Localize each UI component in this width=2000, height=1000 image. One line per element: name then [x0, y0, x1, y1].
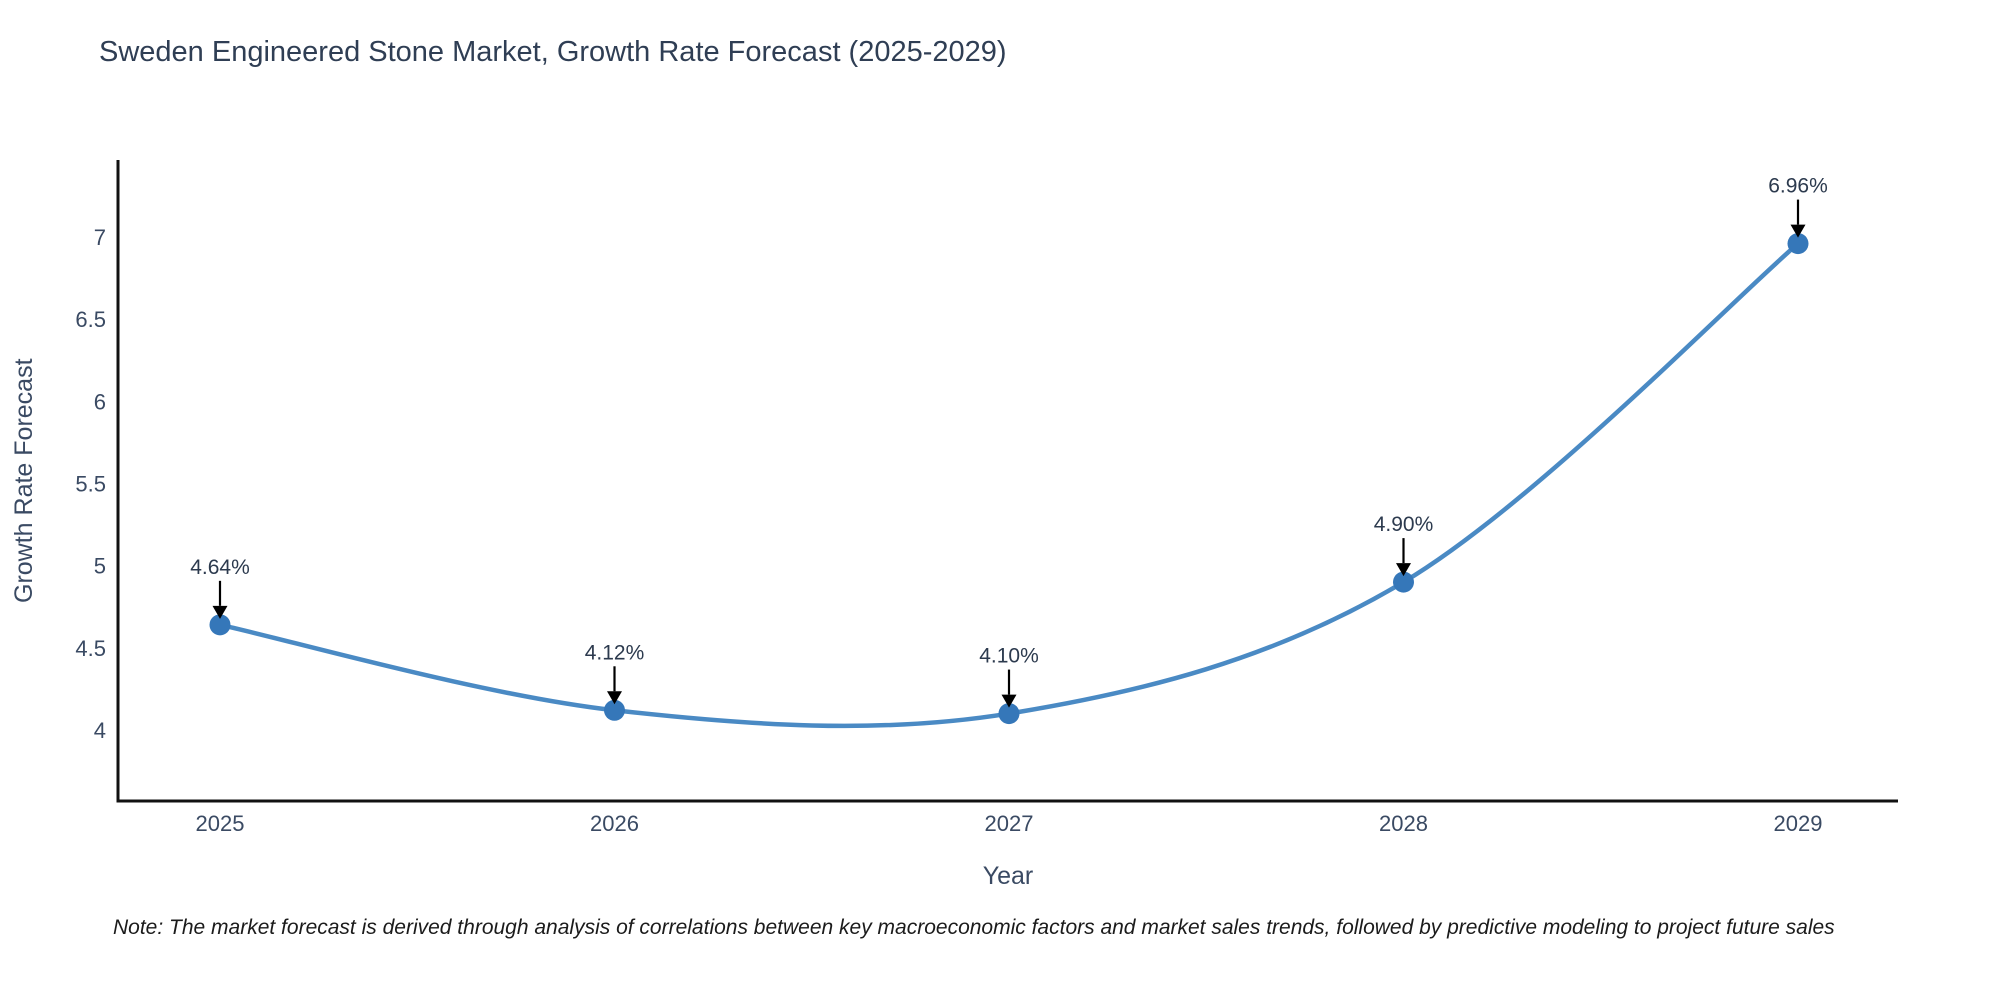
y-tick-label: 5.5	[75, 472, 106, 497]
data-point-label: 4.90%	[1374, 513, 1434, 536]
x-tick-label: 2027	[985, 811, 1034, 836]
data-point-marker	[998, 703, 1020, 725]
y-tick-label: 6	[94, 389, 106, 414]
data-point-label: 4.10%	[979, 645, 1039, 668]
data-point-label: 4.64%	[190, 556, 250, 579]
annotation-arrow-head	[607, 691, 622, 705]
y-tick-label: 4.5	[75, 636, 106, 661]
y-tick-label: 7	[94, 225, 106, 250]
x-tick-label: 2025	[196, 811, 245, 836]
data-point-marker	[1393, 571, 1414, 593]
annotation-arrow-head	[1790, 224, 1806, 238]
x-axis-title: Year	[982, 862, 1034, 890]
data-point-label: 4.12%	[585, 641, 645, 664]
y-axis-title: Growth Rate Forecast	[10, 358, 38, 603]
x-tick-label: 2029	[1774, 811, 1823, 836]
data-point-marker	[209, 614, 231, 636]
footnote: Note: The market forecast is derived thr…	[113, 916, 1835, 939]
data-point-marker	[604, 699, 625, 721]
y-tick-label: 4	[94, 718, 106, 743]
annotation-arrow-head	[1396, 563, 1411, 577]
data-point-label: 6.96%	[1768, 175, 1828, 198]
data-point-marker	[1787, 233, 1809, 255]
y-tick-label: 6.5	[75, 307, 106, 332]
annotation-arrow-head	[1001, 694, 1017, 708]
y-tick-label: 5	[94, 554, 106, 579]
x-tick-label: 2028	[1379, 811, 1428, 836]
chart-title: Sweden Engineered Stone Market, Growth R…	[99, 36, 1007, 68]
x-tick-label: 2026	[590, 811, 639, 836]
annotation-arrow-head	[212, 605, 228, 619]
